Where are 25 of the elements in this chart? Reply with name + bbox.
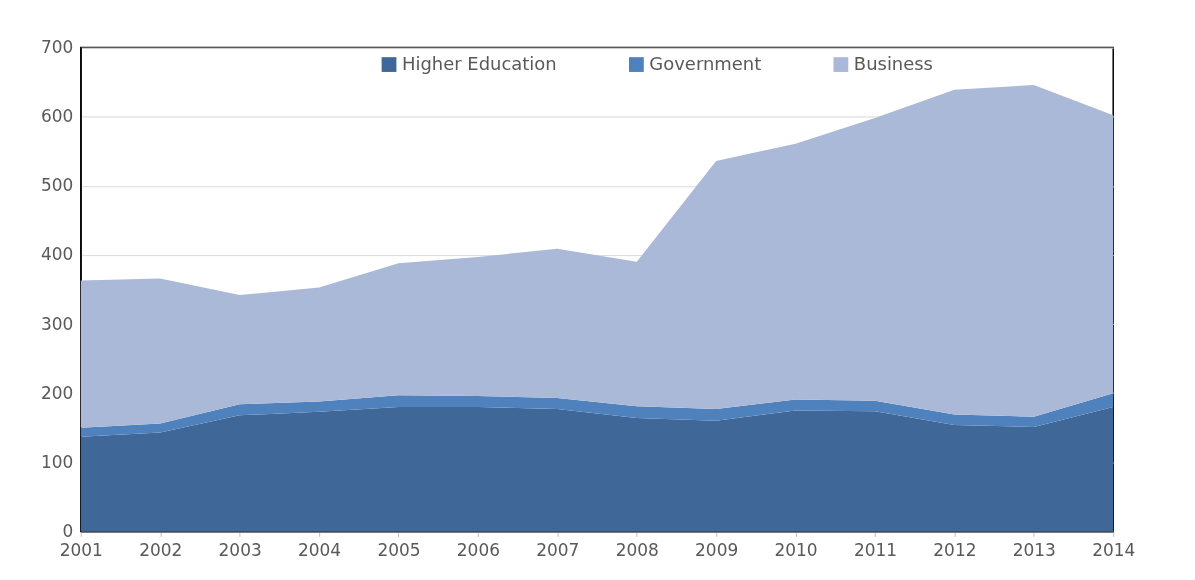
x-tick-label: 2011: [853, 539, 898, 560]
x-tick-label: 2007: [536, 539, 580, 560]
y-tick-label: 700: [40, 37, 74, 58]
y-tick-label: 100: [40, 451, 74, 472]
x-tick-label: 2012: [933, 539, 977, 560]
y-tick-label: 300: [40, 313, 74, 334]
x-tick-label: 2002: [139, 539, 183, 560]
y-tick-label: 400: [40, 244, 74, 265]
x-tick-label: 2006: [456, 539, 500, 560]
x-tick-label: 2004: [297, 539, 342, 560]
x-tick-label: 2001: [59, 539, 103, 560]
x-tick-label: 2010: [774, 539, 818, 560]
x-tick-label: 2014: [1092, 539, 1136, 560]
x-tick-label: 2013: [1012, 539, 1056, 560]
y-tick-label: 0: [62, 520, 74, 541]
y-tick-label: 200: [40, 382, 74, 403]
x-tick-label: 2008: [615, 539, 659, 560]
y-tick-label: 600: [40, 106, 74, 127]
legend-label: Higher Education: [401, 52, 557, 74]
legend-label: Business: [853, 52, 933, 74]
legend-label: Government: [649, 52, 762, 74]
y-tick-label: 500: [40, 175, 74, 196]
x-tick-label: 2003: [218, 539, 262, 560]
x-tick-label: 2009: [695, 539, 739, 560]
x-tick-label: 2005: [377, 539, 421, 560]
